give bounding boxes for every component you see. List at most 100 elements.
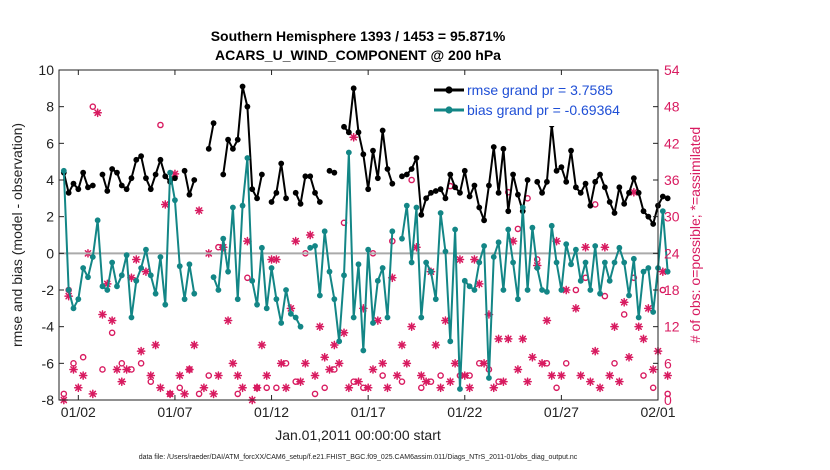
y-axis-label: rmse and bias (model - observation) <box>9 123 25 347</box>
rmse-point <box>539 189 545 196</box>
right-axis-ticks: 0 6 12 18 24 30 36 42 48 54 <box>653 62 680 408</box>
rmse-point <box>75 186 82 193</box>
bias-point <box>486 375 492 381</box>
bias-point <box>331 296 338 303</box>
bias-point <box>577 277 584 284</box>
obs-assimilated-marker <box>185 365 194 374</box>
obs-assimilated-marker <box>146 371 156 380</box>
right-tick-label: 30 <box>664 209 680 225</box>
rmse-point <box>302 173 309 180</box>
x-axis-ticks: 01/02 01/07 01/12 01/17 01/22 01/27 02/01 <box>61 70 676 420</box>
x-tick-label: 01/27 <box>544 404 579 420</box>
obs-assimilated-marker <box>557 371 566 380</box>
bias-point <box>210 274 217 281</box>
obs-assimilated-marker <box>238 383 247 393</box>
rmse-point <box>505 208 512 215</box>
rmse-point <box>128 175 135 182</box>
bias-point <box>626 292 632 299</box>
bias-point <box>587 287 594 293</box>
rmse-point <box>437 186 444 193</box>
obs-assimilated-marker <box>136 346 146 356</box>
bias-point <box>418 314 425 321</box>
bias-point <box>94 217 101 224</box>
obs-assimilated-marker <box>450 358 460 368</box>
bias-point <box>447 338 454 345</box>
rmse-point <box>360 151 367 158</box>
bias-point <box>563 241 570 248</box>
rmse-point <box>582 180 589 187</box>
obs-assimilated-marker <box>107 316 117 325</box>
rmse-point <box>645 213 652 220</box>
bias-point <box>297 323 304 330</box>
obs-assimilated-marker <box>542 316 552 325</box>
rmse-point <box>606 199 613 205</box>
obs-possible-marker <box>108 329 116 337</box>
bias-point <box>582 259 589 266</box>
bias-point <box>99 283 106 290</box>
rmse-point <box>143 175 149 182</box>
obs-assimilated-marker <box>189 340 199 350</box>
rmse-point <box>572 184 579 191</box>
bias-point <box>316 292 323 299</box>
bias-point <box>543 288 550 295</box>
legend-rmse-label: rmse grand pr = 3.7585 <box>467 82 613 98</box>
right-tick-label: 12 <box>664 319 680 335</box>
obs-assimilated-marker <box>610 322 619 332</box>
rmse-point <box>592 178 599 185</box>
rmse-point <box>471 182 478 189</box>
rmse-point <box>466 193 473 200</box>
obs-assimilated-marker <box>392 371 402 380</box>
rmse-point <box>80 169 87 176</box>
rmse-point <box>138 153 145 160</box>
x-tick-label: 01/07 <box>157 404 192 420</box>
rmse-point <box>312 189 318 196</box>
obs-possible-marker <box>379 372 386 379</box>
right-tick-label: 0 <box>664 392 672 408</box>
bias-point <box>471 287 478 293</box>
obs-assimilated-marker <box>528 352 537 362</box>
bias-point <box>85 274 91 281</box>
rmse-point <box>442 195 449 202</box>
obs-assimilated-marker <box>460 371 470 380</box>
right-tick-label: 6 <box>664 355 672 371</box>
bias-point <box>249 277 256 284</box>
bias-point <box>408 259 415 266</box>
obs-assimilated-marker <box>368 365 378 374</box>
bias-point <box>519 204 526 211</box>
rmse-point <box>543 178 550 185</box>
bias-point <box>403 202 410 209</box>
bias-point <box>355 261 362 268</box>
bias-point <box>345 149 352 156</box>
rmse-point <box>457 189 463 196</box>
bias-point <box>452 226 459 233</box>
rmse-point <box>664 195 671 202</box>
rmse-point <box>452 184 459 191</box>
rmse-point <box>558 164 565 171</box>
rmse-point <box>587 202 594 209</box>
right-tick-label: 36 <box>664 172 680 188</box>
series-lines <box>60 83 671 392</box>
right-tick-label: 24 <box>664 245 680 261</box>
obs-assimilated-marker <box>315 322 325 332</box>
bias-point <box>258 244 265 251</box>
obs-assimilated-marker <box>416 371 426 380</box>
chart-subtitle: ACARS_U_WIND_COMPONENT @ 200 hPa <box>215 47 501 63</box>
bias-point <box>60 167 67 174</box>
y-tick-label: -6 <box>42 355 55 371</box>
bias-point <box>548 222 555 229</box>
rmse-point <box>626 189 632 196</box>
obs-possible-marker <box>99 366 106 373</box>
obs-assimilated-marker <box>281 383 291 393</box>
bias-point <box>616 244 623 251</box>
bias-point <box>70 305 77 312</box>
obs-assimilated-marker <box>127 273 136 283</box>
bias-point <box>191 290 198 297</box>
obs-possible-marker <box>89 103 97 110</box>
bias-point <box>510 259 516 266</box>
obs-assimilated-marker <box>257 340 267 350</box>
obs-assimilated-marker <box>663 371 673 380</box>
right-tick-label: 42 <box>664 135 680 151</box>
rmse-point <box>65 189 72 196</box>
bias-point <box>225 268 231 275</box>
